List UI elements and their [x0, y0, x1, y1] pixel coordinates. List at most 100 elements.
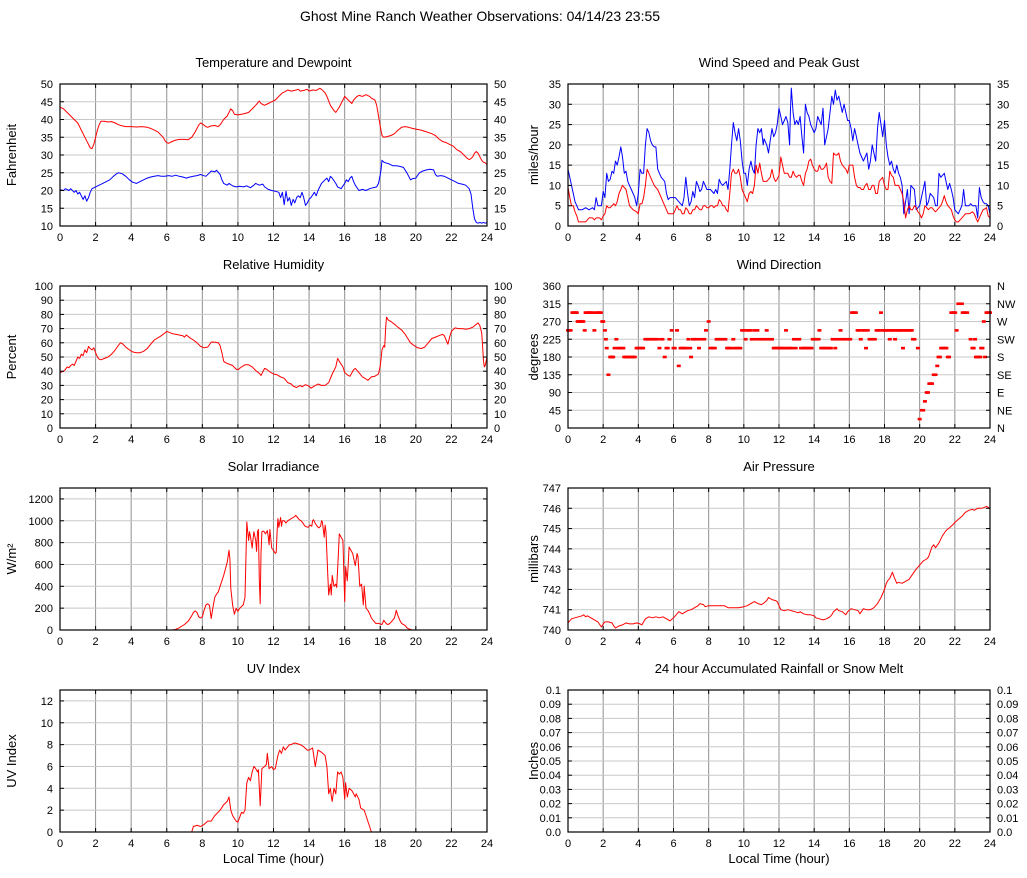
wind-direction-point: [816, 337, 821, 341]
pressure-line: [567, 505, 991, 629]
wind-direction-point: [900, 346, 905, 350]
wind-direction-point: [763, 337, 768, 341]
x-tick-label: 2: [93, 636, 99, 648]
uv-index-ylabel: UV Index: [4, 734, 19, 788]
x-tick-label: 4: [635, 636, 641, 648]
x-tick-label: 18: [878, 434, 890, 446]
y-tick-label: 50: [41, 352, 53, 364]
y-tick-label: 30: [549, 99, 561, 111]
wind-direction-point: [944, 346, 949, 350]
x-tick-label: 0: [57, 232, 63, 244]
wind-direction-point: [662, 355, 667, 359]
x-tick-label: 6: [164, 434, 170, 446]
wind-direction-point: [978, 355, 983, 359]
wind-direction-point: [611, 355, 616, 359]
x-tick-label: 14: [808, 232, 820, 244]
y-tick-label: 180: [543, 352, 561, 364]
air-pressure-canvas: 0 2 4 6 8 10 12 14 16 18 20 22 247407417427437447457…: [526, 483, 996, 648]
wind-direction-point: [790, 346, 795, 350]
y-tick-label-right: 100: [494, 281, 512, 293]
solar-irradiance-title: Solar Irradiance: [227, 459, 320, 474]
y-tick-label-right: 30: [494, 150, 506, 162]
chart-rainfall: 24 hour Accumulated Rainfall or Snow Mel…: [513, 658, 1027, 878]
wind-direction-point: [865, 329, 870, 332]
y-tick-label-right: N: [997, 423, 1005, 435]
x-tick-label: 18: [374, 636, 386, 648]
wind-direction-title: Wind Direction: [736, 257, 822, 272]
wind-direction-point: [891, 329, 896, 332]
y-tick-label: 0: [555, 423, 561, 435]
wind-direction-point: [968, 337, 973, 341]
y-tick-label-right: 15: [494, 203, 506, 215]
wind-direction-point: [864, 346, 869, 350]
relative-humidity-title: Relative Humidity: [222, 257, 325, 272]
x-tick-label: 2: [93, 434, 99, 446]
y-tick-label: 20: [549, 140, 561, 152]
y-tick-label: 100: [35, 281, 53, 293]
x-tick-label: 0: [57, 636, 63, 648]
x-tick-label: 20: [410, 838, 422, 850]
x-tick-label: 18: [878, 838, 890, 850]
x-tick-label: 22: [445, 232, 457, 244]
x-tick-label: 12: [773, 232, 785, 244]
wind-direction-ylabel: degrees: [526, 333, 541, 380]
x-tick-label: 16: [339, 636, 351, 648]
wind-direction-point: [582, 329, 587, 332]
wind-direction-point: [954, 329, 959, 332]
y-tick-label-right: S: [997, 352, 1004, 364]
x-tick-label: 24: [481, 232, 493, 244]
wind-direction-point: [858, 337, 863, 341]
x-tick-label: 6: [670, 434, 676, 446]
x-tick-label: 8: [706, 636, 712, 648]
y-tick-label: 600: [35, 559, 53, 571]
x-tick-label: 0: [57, 434, 63, 446]
y-tick-label-right: 25: [494, 168, 506, 180]
wind-direction-point: [973, 337, 978, 341]
x-tick-label: 6: [670, 838, 676, 850]
x-tick-label: 10: [738, 636, 750, 648]
relative-humidity-ylabel: Percent: [4, 334, 19, 379]
wind-direction-point: [684, 346, 689, 350]
wind-direction-point: [957, 302, 962, 306]
solar-line: [60, 514, 487, 631]
wind-direction-point: [983, 355, 988, 359]
chart-temperature-dewpoint: Temperature and Dewpoint 0 2 4 6 8 10 12 14 16 18 2…: [0, 52, 513, 248]
x-tick-label: 22: [445, 838, 457, 850]
y-tick-label: 741: [543, 605, 561, 617]
wind-direction-point: [915, 346, 920, 350]
x-tick-label: 18: [374, 838, 386, 850]
wind-direction-point: [817, 329, 822, 332]
wind-direction-point: [899, 329, 904, 332]
wind-direction-point: [921, 408, 926, 412]
y-tick-label: 0.0: [546, 827, 561, 839]
x-tick-label: 0: [565, 232, 571, 244]
x-tick-label: 12: [267, 232, 279, 244]
y-tick-label: 0: [555, 221, 561, 233]
y-tick-label-right: 10: [494, 409, 506, 421]
wind-direction-point: [695, 337, 700, 341]
y-tick-label: 70: [41, 324, 53, 336]
wind-direction-point: [696, 346, 701, 350]
wind-direction-point: [743, 337, 748, 341]
y-tick-label: 0.05: [540, 756, 561, 768]
wind-speed-gust-title: Wind Speed and Peak Gust: [698, 55, 860, 70]
temperature-line: [59, 87, 488, 165]
y-tick-label: 0.06: [540, 742, 561, 754]
wind-direction-point: [769, 337, 774, 341]
x-tick-label: 16: [843, 636, 855, 648]
y-tick-label-right: 50: [494, 352, 506, 364]
x-tick-label: 8: [199, 232, 205, 244]
x-tick-label: 4: [635, 434, 641, 446]
wind-direction-point: [667, 337, 672, 341]
y-tick-label-right: 20: [997, 140, 1009, 152]
y-tick-label-right: 90: [494, 295, 506, 307]
wind-speed-gust-ylabel: miles/hour: [526, 124, 541, 185]
y-tick-label-right: 0.07: [997, 728, 1018, 740]
x-tick-label: 10: [232, 232, 244, 244]
rainfall-title: 24 hour Accumulated Rainfall or Snow Mel…: [654, 661, 904, 676]
x-tick-label: 0: [565, 636, 571, 648]
wind-direction-point: [729, 346, 734, 350]
uv-line: [60, 742, 487, 833]
